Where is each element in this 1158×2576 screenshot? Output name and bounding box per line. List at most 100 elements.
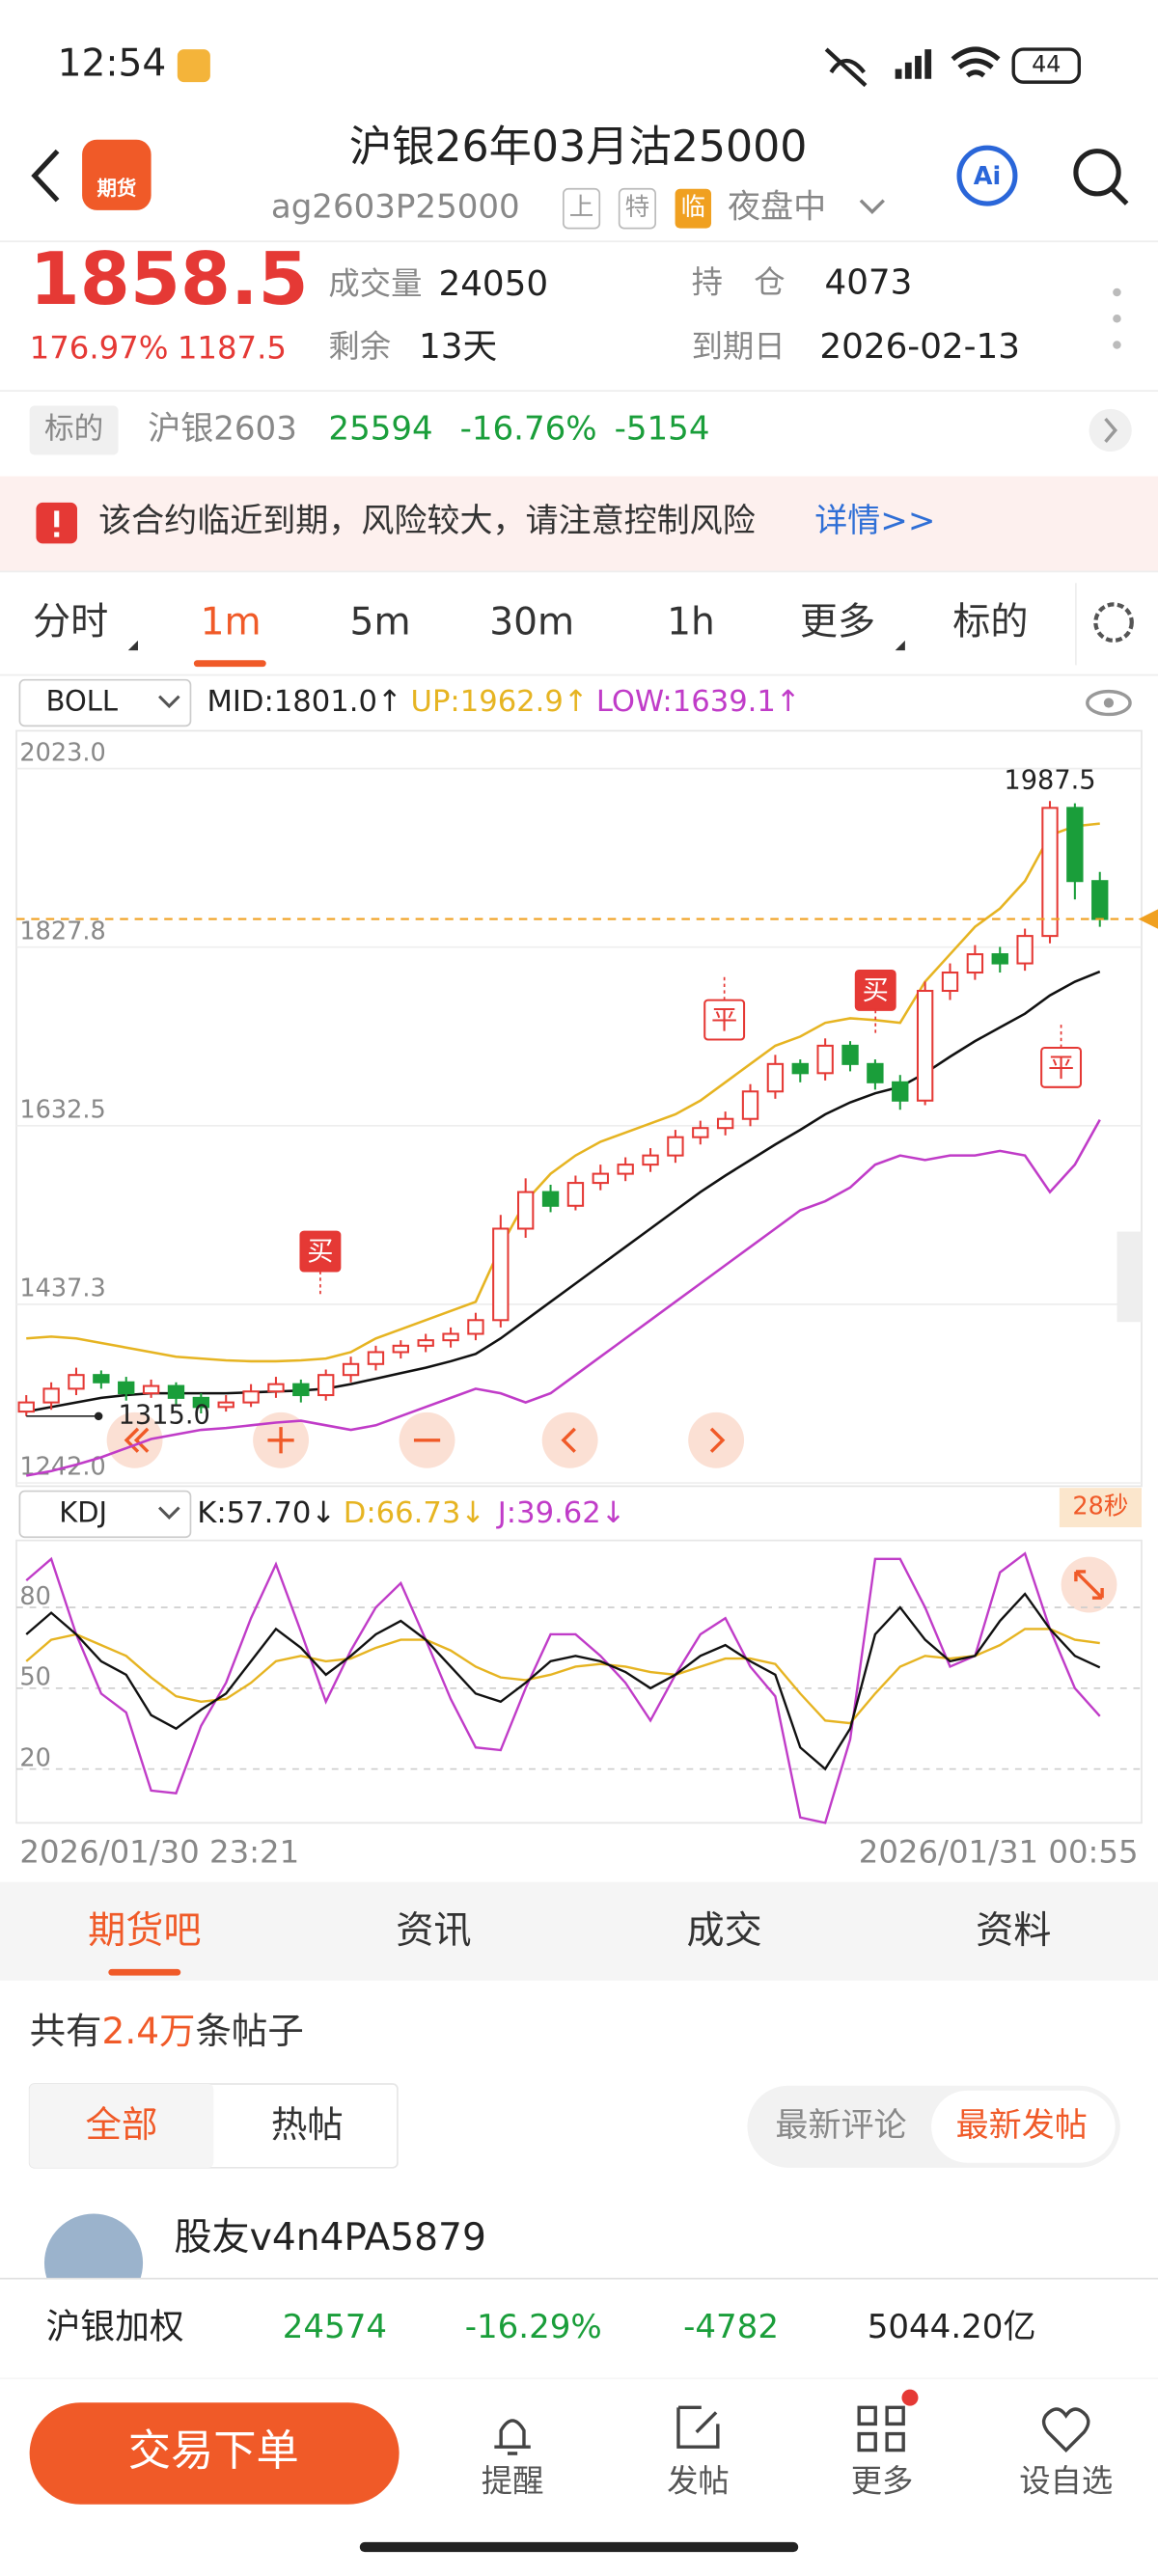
sort-active[interactable] xyxy=(931,2090,1116,2163)
badge xyxy=(901,2389,919,2406)
candle-body xyxy=(541,1191,560,1207)
contract-code: ag2603P25000 xyxy=(271,188,520,227)
candle-body xyxy=(118,1381,135,1395)
kdj-frame xyxy=(15,1539,1143,1824)
back-button[interactable] xyxy=(31,149,60,203)
period-tab[interactable]: 5m xyxy=(350,600,411,644)
post-count: 共有2.4万条帖子 xyxy=(30,2010,304,2052)
trade-button[interactable] xyxy=(29,2402,400,2505)
underlying-name: 沪银2603 xyxy=(148,409,297,448)
search-button[interactable] xyxy=(1073,149,1121,197)
stat-value: 4073 xyxy=(824,262,912,302)
trade-mark-label: 买 xyxy=(863,976,889,1006)
min-label: 1315.0 xyxy=(119,1400,210,1430)
boll-low: LOW:1639.1↑ xyxy=(596,685,801,719)
status-time: 12:54 xyxy=(58,42,167,86)
time-end: 2026/01/31 00:55 xyxy=(859,1834,1139,1871)
notif-icon xyxy=(177,49,210,83)
candle-body xyxy=(991,953,1008,965)
chevron xyxy=(1104,417,1117,444)
filter[interactable]: 热帖 xyxy=(271,2103,344,2146)
battery-level: 44 xyxy=(1032,51,1061,78)
underlying-change: -5154 xyxy=(615,409,710,448)
max-label: 1987.5 xyxy=(1004,765,1095,795)
candle-body xyxy=(617,1164,634,1175)
indicator-select[interactable] xyxy=(18,1490,192,1539)
candle-body xyxy=(342,1362,360,1377)
chevron xyxy=(158,695,180,709)
ctrl-right[interactable] xyxy=(688,1411,745,1468)
post-count-part: 条帖子 xyxy=(195,2010,303,2052)
trade-mark-label: 买 xyxy=(307,1237,333,1267)
warning-link[interactable]: 详情>> xyxy=(814,502,935,540)
community-tab[interactable]: 资讯 xyxy=(396,1909,471,1953)
community-tab[interactable]: 期货吧 xyxy=(88,1909,201,1953)
candle-body xyxy=(317,1374,335,1397)
settings-button[interactable] xyxy=(1093,602,1134,643)
kdj-d: D:66.73↓ xyxy=(344,1496,485,1530)
tag: 特 xyxy=(625,193,650,222)
tag-box xyxy=(675,188,712,229)
trade-mark-label: 平 xyxy=(1048,1054,1074,1083)
post-icon[interactable] xyxy=(676,2405,720,2449)
ctrl-left[interactable] xyxy=(541,1411,598,1468)
candle-body xyxy=(367,1351,385,1365)
chevron[interactable] xyxy=(859,199,885,215)
candle-body xyxy=(17,1401,35,1413)
filter[interactable]: 全部 xyxy=(86,2103,158,2146)
expand-glyph xyxy=(1074,1570,1104,1600)
sort[interactable]: 最新发帖 xyxy=(956,2106,1088,2145)
candle-body xyxy=(592,1172,609,1185)
nav-label[interactable]: 发帖 xyxy=(667,2463,730,2500)
period-tab[interactable]: 30m xyxy=(489,600,574,644)
more-icon[interactable] xyxy=(857,2405,905,2453)
current-price-pointer xyxy=(1138,909,1158,929)
indicator-select[interactable] xyxy=(18,678,192,727)
stat-value: 2026-02-13 xyxy=(819,327,1020,367)
candle-body xyxy=(867,1062,884,1083)
underlying-more[interactable] xyxy=(1089,408,1132,452)
period-tab[interactable]: 分时 xyxy=(33,600,108,644)
bell-icon[interactable] xyxy=(494,2419,531,2455)
ticker-name: 沪银加权 xyxy=(46,2308,184,2347)
y-tick-label: 2023.0 xyxy=(19,738,105,767)
tab-underline xyxy=(193,660,266,668)
period-tab[interactable]: 1h xyxy=(667,600,715,644)
candle-body xyxy=(642,1154,659,1166)
community-tab[interactable]: 资料 xyxy=(976,1909,1051,1953)
community-tab[interactable]: 成交 xyxy=(687,1909,762,1953)
change-pct: 176.97% xyxy=(30,330,169,367)
period-tab[interactable]: 更多 xyxy=(800,600,875,644)
ai-label[interactable]: Ai xyxy=(974,162,1002,191)
nav-label[interactable]: 设自选 xyxy=(1019,2463,1113,2500)
y-tick-label: 50 xyxy=(19,1663,50,1692)
sort[interactable]: 最新评论 xyxy=(775,2106,906,2145)
eye-icon[interactable] xyxy=(1086,689,1132,717)
wifi-icon xyxy=(951,46,1001,78)
filter-active[interactable] xyxy=(29,2084,214,2168)
boll-mid: MID:1801.0↑ xyxy=(207,685,401,719)
last-price: 1858.5 xyxy=(30,236,309,321)
period-tab[interactable]: 1m xyxy=(201,600,262,644)
nav-label[interactable]: 提醒 xyxy=(482,2463,544,2500)
tag: 临 xyxy=(681,193,706,222)
more-dot[interactable] xyxy=(1113,288,1121,297)
nav-label[interactable]: 更多 xyxy=(851,2463,914,2500)
ai-button[interactable] xyxy=(956,145,1018,206)
kline-frame xyxy=(15,729,1143,1488)
underlying-price: 25594 xyxy=(328,409,432,448)
candle-body xyxy=(142,1384,160,1395)
trade-button-label[interactable]: 交易下单 xyxy=(128,2426,299,2476)
user-name: 股友v4n4PA5879 xyxy=(174,2216,485,2260)
more-dot xyxy=(1113,314,1121,323)
timer: 28秒 xyxy=(1072,1493,1128,1521)
side-handle[interactable] xyxy=(1117,1231,1142,1323)
period-tab[interactable]: 标的 xyxy=(952,600,1028,644)
fav-icon[interactable] xyxy=(1041,2407,1090,2453)
candle-body xyxy=(93,1374,110,1384)
tab-underline xyxy=(108,1968,181,1976)
candle-body xyxy=(217,1401,234,1409)
tag: 上 xyxy=(569,193,594,222)
boll-lower xyxy=(26,1118,1101,1477)
